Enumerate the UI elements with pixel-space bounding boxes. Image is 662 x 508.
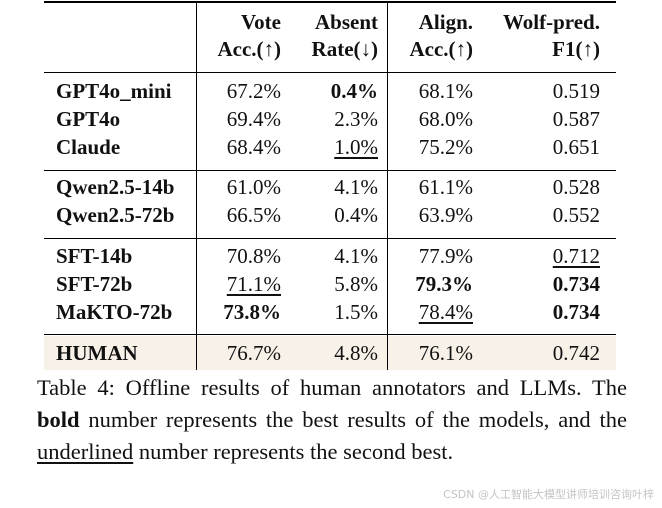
- wolf-f1-cell: 0.587: [552, 107, 600, 131]
- align-acc-cell: 77.9%: [418, 244, 473, 268]
- absent-rate-cell: 0.4%: [334, 203, 378, 227]
- absent-rate-cell: 1.0%: [334, 135, 378, 159]
- caption-text: number represents the best results of th…: [79, 407, 627, 432]
- caption-bold-word: bold: [37, 407, 80, 432]
- absent-rate-cell: 4.8%: [334, 341, 378, 365]
- absent-rate-cell: 5.8%: [334, 272, 378, 296]
- caption-text: number represents the second best.: [133, 439, 454, 464]
- wolf-f1-cell: 0.742: [552, 341, 600, 365]
- model-name: Qwen2.5-14b: [56, 175, 175, 199]
- vote-acc-cell: 66.5%: [226, 203, 281, 227]
- wolf-f1-cell: 0.519: [552, 79, 600, 103]
- model-name: GPT4o: [56, 107, 121, 131]
- column-rule: [387, 2, 388, 370]
- absent-rate-cell: 4.1%: [334, 175, 378, 199]
- model-name: HUMAN: [56, 341, 138, 365]
- align-acc-cell: 78.4%: [418, 300, 473, 324]
- vote-acc-cell: 73.8%: [223, 300, 281, 324]
- group-rule: [44, 170, 616, 171]
- align-acc-cell: 79.3%: [415, 272, 473, 296]
- header-align-acc: Align. Acc.(↑): [409, 10, 473, 61]
- absent-rate-cell: 1.5%: [334, 300, 378, 324]
- vote-acc-cell: 61.0%: [226, 175, 281, 199]
- group-rule: [44, 238, 616, 239]
- absent-rate-cell: 0.4%: [330, 79, 378, 103]
- vote-acc-cell: 70.8%: [226, 244, 281, 268]
- absent-rate-cell: 4.1%: [334, 244, 378, 268]
- model-name: GPT4o_mini: [56, 79, 172, 103]
- watermark: CSDN @人工智能大模型讲师培训咨询叶梓: [443, 488, 654, 501]
- align-acc-cell: 68.1%: [418, 79, 473, 103]
- vote-acc-cell: 67.2%: [226, 79, 281, 103]
- caption-underlined-word: underlined: [37, 439, 134, 464]
- align-acc-cell: 63.9%: [418, 203, 473, 227]
- align-acc-cell: 76.1%: [418, 341, 473, 365]
- align-acc-cell: 61.1%: [418, 175, 473, 199]
- table-caption: Table 4: Offline results of human annota…: [37, 372, 627, 468]
- wolf-f1-cell: 0.651: [552, 135, 600, 159]
- vote-acc-cell: 68.4%: [226, 135, 281, 159]
- model-name: Qwen2.5-72b: [56, 203, 175, 227]
- vote-acc-cell: 76.7%: [226, 341, 281, 365]
- caption-text: Table 4: Offline results of human annota…: [37, 375, 627, 400]
- wolf-f1-cell: 0.552: [552, 203, 600, 227]
- wolf-f1-cell: 0.734: [552, 300, 600, 324]
- group-rule: [44, 334, 616, 335]
- wolf-f1-cell: 0.528: [552, 175, 600, 199]
- model-name: Claude: [56, 135, 121, 159]
- align-acc-cell: 68.0%: [418, 107, 473, 131]
- human-row-highlight: [44, 336, 616, 370]
- header-absent-rate: Absent Rate(↓): [311, 10, 378, 61]
- model-name: SFT-14b: [56, 244, 133, 268]
- vote-acc-cell: 71.1%: [226, 272, 281, 296]
- header-wolf-f1: Wolf-pred. F1(↑): [502, 10, 600, 61]
- absent-rate-cell: 2.3%: [334, 107, 378, 131]
- wolf-f1-cell: 0.734: [552, 272, 600, 296]
- model-name: SFT-72b: [56, 272, 133, 296]
- table-top-rule: [44, 1, 616, 3]
- header-rule: [44, 72, 616, 73]
- column-rule: [196, 2, 197, 370]
- wolf-f1-cell: 0.712: [552, 244, 600, 268]
- model-name: MaKTO-72b: [56, 300, 173, 324]
- align-acc-cell: 75.2%: [418, 135, 473, 159]
- vote-acc-cell: 69.4%: [226, 107, 281, 131]
- header-vote-acc: Vote Acc.(↑): [217, 10, 281, 61]
